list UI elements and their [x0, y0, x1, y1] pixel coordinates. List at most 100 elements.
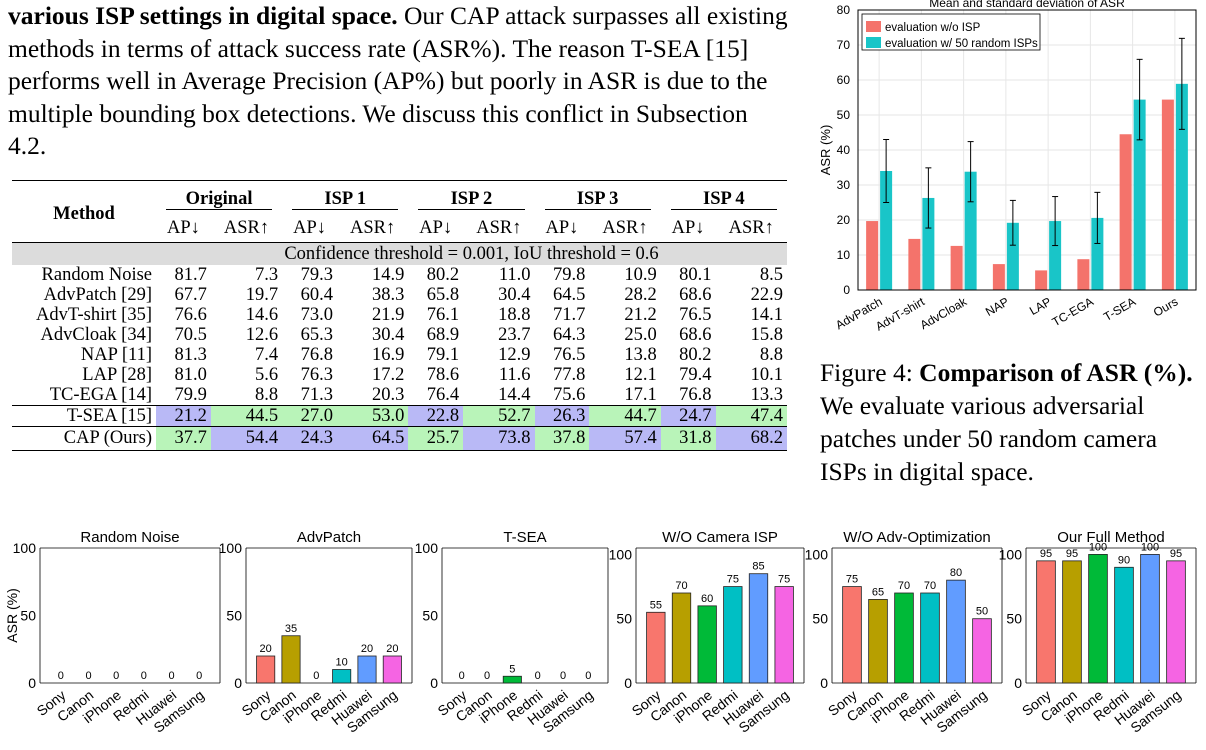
y-axis-label: ASR (%): [818, 125, 833, 176]
bar: [697, 605, 717, 684]
bar: [950, 245, 963, 290]
data-label: 70: [898, 580, 910, 592]
table-row: LAP [28] 81.0 5.6 76.3 17.2 78.6 11.6 77.8 12.1 7…: [12, 365, 787, 385]
data-label: 0: [560, 670, 566, 682]
value-cell: 23.7: [498, 324, 531, 345]
data-label: 35: [285, 623, 297, 635]
value-cell: 17.1: [624, 384, 657, 405]
data-label: 0: [535, 670, 541, 682]
bar: [1062, 560, 1082, 684]
chart-title: AdvPatch: [297, 529, 361, 546]
value-cell: 10.9: [624, 264, 657, 285]
value-cell: 8.8: [255, 384, 279, 405]
bar: [1161, 99, 1174, 290]
y-tick-label: 50: [812, 611, 828, 627]
bar: [908, 238, 921, 290]
device-chart: T-SEA0501000Sony0Canon5iPhone0Redmi0Huaw…: [415, 529, 609, 736]
value-cell: 68.9: [426, 324, 460, 345]
bar: [748, 573, 769, 684]
value-cell: 28.2: [624, 284, 657, 305]
value-cell: 53.0: [336, 405, 409, 426]
value-cell: 68.6: [679, 324, 712, 345]
intro-text: Our CAP attack surpasses all existing me…: [8, 1, 788, 160]
value-cell: 14.6: [245, 304, 279, 325]
legend-swatch: [866, 37, 881, 48]
value-cell: 76.8: [300, 344, 333, 365]
bar: [922, 197, 935, 290]
chart-title: W/O Adv-Optimization: [843, 529, 991, 546]
y-tick-label: 40: [837, 143, 851, 157]
bar: [723, 586, 743, 684]
data-label: 60: [701, 593, 713, 605]
value-cell: 57.4: [589, 426, 661, 450]
method-cell: AdvT-shirt [35]: [36, 304, 152, 325]
value-cell: 8.8: [759, 344, 783, 365]
value-cell: 22.8: [408, 405, 464, 426]
value-cell: 76.8: [679, 384, 712, 405]
intro-bold-lead: various ISP settings in digital space.: [8, 1, 398, 30]
value-cell: 75.6: [552, 384, 586, 405]
value-cell: 22.9: [750, 284, 783, 305]
value-cell: 15.8: [750, 324, 783, 345]
value-cell: 76.1: [426, 304, 460, 325]
value-cell: 37.7: [156, 426, 211, 450]
bar: [1119, 134, 1132, 290]
legend-label: evaluation w/o ISP: [885, 22, 981, 34]
bar: [894, 592, 914, 684]
sub-header: AP↓: [293, 218, 327, 238]
value-cell: 21.2: [156, 405, 211, 426]
y-tick-label: 0: [843, 283, 850, 297]
intro-paragraph: various ISP settings in digital space. O…: [8, 0, 788, 163]
y-tick-label: 50: [616, 611, 632, 627]
plot-frame: [857, 9, 1197, 291]
data-label: 0: [196, 670, 202, 682]
data-label: 0: [58, 670, 64, 682]
table-row: CAP (Ours) 37.7 54.4 24.3 64.5 25.7 73.8 37.8 57…: [12, 426, 787, 450]
value-cell: 68.6: [679, 284, 712, 305]
bar: [1035, 270, 1048, 290]
data-label: 0: [85, 670, 91, 682]
bar: [256, 655, 276, 684]
x-tick-label: AdvT-shirt: [873, 294, 927, 333]
table-row: T-SEA [15] 21.2 44.5 27.0 53.0 22.8 52.7 26.3 44…: [12, 405, 787, 426]
bar: [1133, 99, 1146, 290]
threshold-label: Confidence threshold = 0.001, IoU thresh…: [156, 242, 787, 265]
bar: [1077, 259, 1090, 290]
threshold-row: Confidence threshold = 0.001, IoU thresh…: [12, 242, 787, 265]
sub-header: ASR↑: [476, 218, 522, 238]
group-header: ISP 1: [292, 189, 399, 210]
value-cell: 76.5: [679, 304, 712, 325]
method-cell: TC-EGA [14]: [49, 384, 152, 405]
value-cell: 17.2: [371, 364, 405, 385]
device-chart: Random Noise0501000Sony0Canon0iPhone0Red…: [4, 529, 221, 736]
value-cell: 30.4: [371, 324, 405, 345]
data-label: 80: [950, 567, 962, 579]
value-cell: 47.4: [715, 405, 787, 426]
method-cell: Random Noise: [41, 264, 152, 285]
y-tick-label: 30: [837, 178, 851, 192]
method-cell: AdvCloak [34]: [40, 324, 153, 345]
sub-header: ASR↑: [350, 218, 396, 238]
data-label: 70: [675, 580, 687, 592]
sub-header: AP↓: [545, 218, 579, 238]
y-tick-label: 50: [226, 608, 242, 624]
chart-title: Our Full Method: [1057, 529, 1165, 546]
value-cell: 25.7: [408, 426, 464, 450]
data-label: 20: [386, 643, 398, 655]
bar: [774, 586, 794, 684]
value-cell: 20.3: [371, 384, 405, 405]
value-cell: 11.0: [498, 264, 531, 285]
value-cell: 64.3: [552, 324, 586, 345]
bar: [1088, 554, 1108, 684]
table-row: AdvCloak [34] 70.5 12.6 65.3 30.4 68.9 23.7 64.…: [12, 325, 787, 345]
data-label: 0: [313, 670, 319, 682]
caption-rest: We evaluate various adversarial patches …: [820, 391, 1158, 486]
value-cell: 64.5: [336, 426, 409, 450]
value-cell: 44.7: [589, 405, 661, 426]
value-cell: 78.6: [426, 364, 460, 385]
device-chart: W/O Camera ISP05010055Sony70Canon60iPhon…: [609, 529, 805, 736]
x-tick-label: Ours: [1151, 294, 1181, 319]
bar: [1175, 83, 1188, 290]
chart-title: W/O Camera ISP: [662, 529, 778, 546]
